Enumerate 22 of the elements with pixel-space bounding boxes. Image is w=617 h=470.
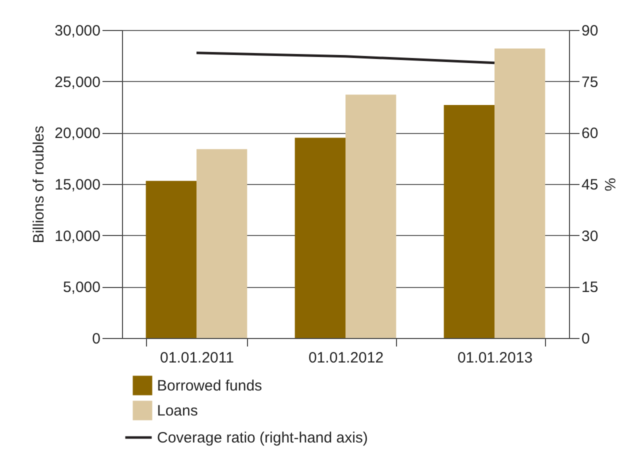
y2-tick-label: 45 <box>582 176 598 194</box>
x-tick-label: 01.01.2012 <box>308 350 384 366</box>
y2-tick-label: 0 <box>582 330 590 348</box>
y2-tick-label: 75 <box>582 74 598 91</box>
legend-label: Loans <box>157 402 198 420</box>
y2-tick-label: 60 <box>582 125 598 142</box>
x-tick-label: 01.01.2013 <box>457 350 533 366</box>
y-tick-label: 5,000 <box>62 279 100 296</box>
y2-tick-label: 15 <box>582 279 598 296</box>
y2-tick-label: 90 <box>582 22 598 40</box>
y-tick-label: 10,000 <box>54 228 100 245</box>
legend-label: Coverage ratio (right-hand axis) <box>157 430 368 446</box>
y2-tick-label: 30 <box>582 228 598 245</box>
y-tick-label: 0 <box>92 330 100 348</box>
y-axis-title: Billions of roubles <box>30 126 48 244</box>
x-tick-label: 01.01.2011 <box>160 350 234 366</box>
y2-axis-title: % <box>601 178 617 192</box>
y-tick-label: 30,000 <box>54 22 100 40</box>
y-tick-label: 25,000 <box>54 74 100 91</box>
legend-label: Borrowed funds <box>157 378 262 394</box>
y-tick-label: 15,000 <box>54 176 100 194</box>
y-tick-label: 20,000 <box>54 125 100 142</box>
